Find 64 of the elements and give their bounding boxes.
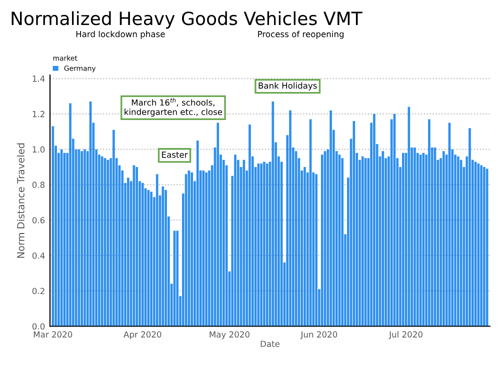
bar bbox=[480, 165, 482, 326]
x-tick-label: Mar 2020 bbox=[34, 331, 72, 338]
bar bbox=[234, 154, 236, 326]
bar bbox=[468, 128, 471, 326]
bar bbox=[263, 162, 266, 326]
bar bbox=[260, 163, 262, 326]
bar bbox=[266, 163, 268, 326]
chart-title: Normalized Heavy Goods Vehicles VMT bbox=[12, 11, 362, 29]
bar bbox=[304, 167, 306, 326]
bar bbox=[100, 156, 104, 326]
bar bbox=[150, 192, 152, 326]
bar bbox=[315, 174, 318, 326]
y-tick-label: 0.4 bbox=[32, 252, 45, 259]
bar bbox=[164, 190, 167, 326]
bar bbox=[361, 156, 364, 326]
x-tick-label: Jul 2020 bbox=[388, 331, 422, 340]
bar bbox=[156, 174, 158, 326]
bar bbox=[141, 182, 144, 326]
bar bbox=[216, 122, 220, 326]
y-tick-label: 0.2 bbox=[32, 288, 44, 294]
bar bbox=[483, 167, 486, 326]
y-tick-label: 1.4 bbox=[32, 76, 45, 82]
bar bbox=[84, 149, 86, 326]
bar bbox=[80, 151, 83, 326]
annotation: March 16$^{th}$, schools, kindergarten etc., close bbox=[124, 98, 222, 117]
bar bbox=[190, 172, 193, 326]
x-tick-label: Apr 2020 bbox=[124, 331, 162, 340]
x-tick-label: Jun 2020 bbox=[300, 331, 338, 340]
bar bbox=[205, 172, 208, 326]
y-tick-label: 0.0 bbox=[32, 323, 45, 330]
bar bbox=[320, 154, 324, 326]
bar bbox=[486, 168, 488, 326]
annotation: Easter bbox=[162, 152, 188, 158]
bar bbox=[248, 124, 251, 326]
y-axis-title: Norm Distance Traveled bbox=[16, 143, 24, 258]
x-axis-title: Date bbox=[260, 340, 280, 348]
bar bbox=[162, 186, 164, 326]
text: Process of reopening bbox=[258, 30, 344, 39]
bar bbox=[341, 158, 344, 326]
bar bbox=[106, 160, 110, 326]
y-tick-label: 0.8 bbox=[32, 182, 45, 188]
bar bbox=[176, 230, 179, 326]
x-tick-label: May 2020 bbox=[210, 331, 250, 340]
bar bbox=[414, 148, 416, 326]
bar bbox=[402, 152, 404, 326]
y-tick-label: 0.6 bbox=[32, 217, 45, 224]
y-tick-label: 1.2 bbox=[32, 110, 44, 118]
bar bbox=[428, 119, 430, 326]
bar bbox=[112, 130, 115, 326]
bar bbox=[69, 103, 72, 326]
bar bbox=[289, 110, 292, 326]
bar bbox=[52, 126, 54, 326]
bar bbox=[457, 156, 460, 326]
bar bbox=[330, 110, 332, 326]
bar bbox=[196, 140, 199, 326]
bar bbox=[382, 151, 384, 326]
bar bbox=[272, 102, 274, 326]
text: Hard lockdown phase bbox=[76, 30, 165, 39]
bar bbox=[373, 114, 376, 326]
annotation: Bank Holidays bbox=[258, 82, 317, 90]
bar bbox=[442, 151, 445, 326]
bar bbox=[127, 178, 130, 326]
y-tick-label: 1.0 bbox=[32, 146, 45, 153]
bar bbox=[136, 167, 138, 326]
